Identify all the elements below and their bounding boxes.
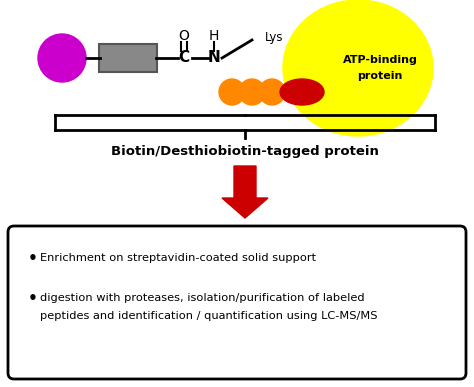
FancyArrow shape	[222, 166, 268, 218]
Text: C: C	[178, 50, 190, 65]
FancyBboxPatch shape	[8, 226, 466, 379]
Text: p: p	[228, 87, 236, 97]
Text: ATP: ATP	[290, 86, 315, 99]
Text: •: •	[28, 250, 38, 265]
FancyBboxPatch shape	[99, 44, 157, 72]
Ellipse shape	[280, 79, 324, 105]
Text: protein: protein	[357, 71, 403, 81]
Circle shape	[219, 79, 245, 105]
Text: H: H	[209, 29, 219, 43]
Text: •: •	[28, 291, 38, 305]
Ellipse shape	[283, 0, 433, 136]
Text: Lys: Lys	[265, 31, 283, 45]
Text: Enrichment on streptavidin-coated solid support: Enrichment on streptavidin-coated solid …	[40, 253, 316, 263]
Text: ATP-binding: ATP-binding	[343, 55, 418, 65]
Circle shape	[259, 79, 285, 105]
Text: digestion with proteases, isolation/purification of labeled: digestion with proteases, isolation/puri…	[40, 293, 365, 303]
Text: p: p	[248, 87, 256, 97]
Circle shape	[38, 34, 86, 82]
Text: p: p	[268, 87, 276, 97]
Circle shape	[239, 79, 265, 105]
Text: Biotin/Desthiobiotin-tagged protein: Biotin/Desthiobiotin-tagged protein	[111, 146, 379, 159]
Text: N: N	[208, 50, 220, 65]
Text: Linker: Linker	[108, 51, 148, 65]
Text: tag: tag	[49, 51, 75, 65]
Text: peptides and identification / quantification using LC-MS/MS: peptides and identification / quantifica…	[40, 311, 377, 321]
Text: O: O	[179, 29, 190, 43]
